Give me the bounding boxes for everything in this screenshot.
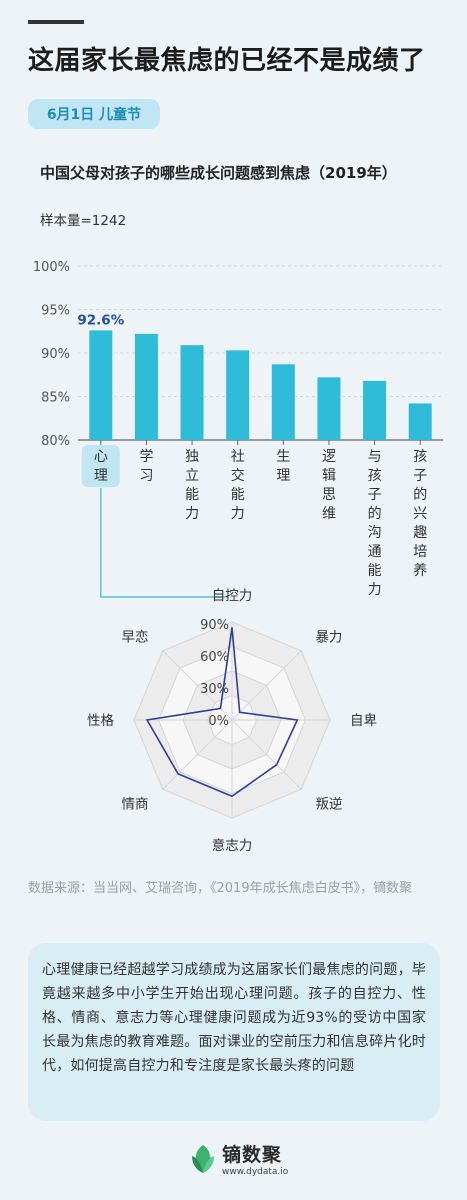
x-tick-label-char: 通	[368, 544, 382, 560]
x-tick-label-char: 学	[139, 449, 153, 465]
x-tick-label-char: 兴	[413, 506, 427, 522]
bar	[408, 403, 432, 440]
y-tick-label: 80%	[41, 434, 70, 449]
radar-axis-label: 情商	[122, 796, 149, 812]
x-tick-label-char: 力	[368, 582, 382, 598]
radar-axis-label: 早恋	[122, 629, 149, 646]
highlight-label-bg	[81, 445, 120, 487]
footer-url: www.dydata.io	[222, 1167, 289, 1177]
x-tick-label-char: 心	[94, 449, 108, 465]
x-tick-label-char: 能	[368, 563, 382, 579]
radar-axis-label: 意志力	[212, 837, 253, 854]
radar-axis-label: 性格	[87, 713, 114, 729]
bar	[317, 377, 341, 440]
x-tick-label-char: 辑	[322, 468, 336, 484]
x-tick-label-char: 力	[185, 506, 199, 522]
radar-spoke	[231, 719, 302, 790]
x-tick-label-char: 能	[185, 487, 199, 503]
x-tick-label-char: 交	[231, 467, 245, 484]
bar	[89, 330, 113, 440]
radar-series	[145, 627, 299, 798]
data-source: 数据来源：当当网、艾瑞咨询，《2019年成长焦虑白皮书》，镝数聚	[28, 881, 413, 896]
sample-size: 样本量=1242	[40, 213, 127, 229]
bar	[363, 380, 387, 440]
connector-line	[100, 488, 228, 598]
y-tick-label: 85%	[41, 391, 70, 406]
summary-box: 心理健康已经超越学习成绩成为这届家长们最焦虑的问题，毕竟越来越多中小学生开始出现…	[28, 943, 440, 1121]
radar-spoke	[162, 719, 233, 790]
x-tick-label-char: 理	[94, 468, 108, 484]
x-tick-label-char: 思	[322, 487, 336, 503]
radar-axis-label: 自卑	[350, 712, 377, 729]
y-tick-label: 95%	[41, 304, 70, 319]
x-tick-label-char: 子	[413, 468, 427, 484]
x-tick-label-char: 社	[231, 449, 245, 465]
bar	[271, 364, 295, 440]
date-badge: 6月1日 儿童节	[28, 99, 160, 129]
radar-ring-label: 30%	[200, 682, 229, 697]
data-label: 92.6%	[77, 312, 124, 328]
radar-spoke	[231, 650, 302, 721]
x-tick-label-char: 子	[368, 487, 382, 503]
x-tick-label-char: 与	[368, 449, 382, 465]
x-tick-label-char: 逻	[322, 449, 336, 465]
x-tick-label-char: 立	[185, 468, 199, 484]
x-tick-label-char: 维	[322, 506, 336, 522]
radar-ring-label: 0%	[208, 714, 229, 729]
radar-axis-label: 暴力	[315, 630, 342, 646]
y-tick-label: 90%	[41, 347, 70, 362]
page-title: 这届家长最焦虑的已经不是成绩了	[28, 46, 426, 76]
radar-axis-label: 叛逆	[315, 796, 342, 812]
top-rule	[28, 20, 84, 24]
x-tick-label-char: 的	[368, 506, 382, 522]
x-tick-label-char: 习	[139, 468, 153, 484]
footer-brand-name: 镝数聚	[222, 1144, 283, 1166]
x-tick-label-char: 生	[276, 449, 290, 465]
x-tick-label-char: 趣	[413, 525, 427, 541]
summary-text: 心理健康已经超越学习成绩成为这届家长们最焦虑的问题，毕竟越来越多中小学生开始出现…	[42, 962, 426, 1074]
x-tick-label-char: 独	[185, 449, 199, 465]
x-tick-label-char: 养	[413, 563, 427, 579]
x-tick-label-char: 培	[413, 544, 427, 560]
radar-ring-label: 60%	[200, 650, 229, 665]
radar-axis-label: 自控力	[212, 588, 253, 604]
bar	[134, 333, 158, 440]
bar	[226, 350, 250, 440]
bar-chart-title: 中国父母对孩子的哪些成长问题感到焦虑（2019年）	[40, 164, 397, 182]
leaf-logo-icon	[192, 1145, 214, 1173]
x-tick-label-char: 理	[276, 468, 290, 484]
y-tick-label: 100%	[33, 260, 70, 275]
chart-canvas: 80%85%90%95%100%心理学习独立能力社交能力生理逻辑思维与孩子的沟通…	[33, 260, 443, 854]
x-tick-label-char: 孩	[368, 468, 382, 484]
x-tick-label-char: 孩	[413, 449, 427, 465]
x-tick-label-char: 的	[413, 487, 427, 503]
bar	[180, 345, 204, 440]
x-tick-label-char: 能	[231, 487, 245, 503]
radar-ring-label: 90%	[200, 618, 229, 633]
x-tick-label-char: 力	[231, 506, 245, 522]
footer-brand: 镝数聚 www.dydata.io	[188, 1140, 308, 1180]
x-tick-label-char: 沟	[368, 525, 382, 541]
